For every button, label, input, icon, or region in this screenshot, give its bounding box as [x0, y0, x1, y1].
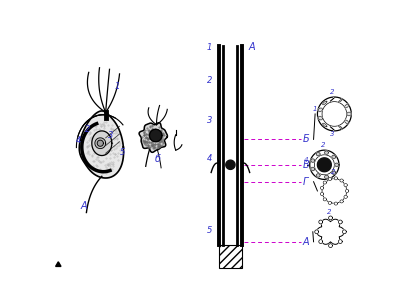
Text: Б: Б	[303, 135, 310, 144]
Text: 1: 1	[114, 82, 120, 91]
Polygon shape	[328, 177, 332, 180]
Polygon shape	[332, 171, 336, 174]
Text: А: А	[248, 42, 255, 52]
Text: А: А	[80, 201, 87, 211]
Polygon shape	[79, 111, 124, 178]
Text: 3: 3	[330, 131, 334, 136]
Polygon shape	[311, 167, 315, 171]
Polygon shape	[340, 179, 343, 182]
Polygon shape	[320, 186, 324, 189]
Text: 4: 4	[304, 157, 308, 163]
Polygon shape	[323, 123, 327, 127]
Polygon shape	[320, 192, 324, 196]
Text: В: В	[303, 160, 310, 170]
Text: 1: 1	[206, 43, 212, 52]
Polygon shape	[97, 140, 103, 146]
Polygon shape	[338, 220, 342, 224]
Polygon shape	[56, 262, 61, 266]
Polygon shape	[317, 219, 344, 244]
Polygon shape	[92, 131, 112, 156]
Text: 4: 4	[206, 154, 212, 163]
Text: 2: 2	[331, 169, 336, 175]
Text: 5: 5	[206, 226, 212, 235]
Polygon shape	[342, 230, 346, 234]
Polygon shape	[329, 216, 332, 220]
Polygon shape	[338, 240, 342, 244]
Polygon shape	[226, 160, 235, 169]
Text: 3: 3	[108, 131, 113, 140]
Polygon shape	[310, 150, 339, 179]
Polygon shape	[332, 155, 336, 159]
Polygon shape	[324, 175, 328, 179]
Text: А: А	[303, 237, 310, 247]
Polygon shape	[316, 152, 320, 156]
Polygon shape	[323, 101, 327, 105]
Text: 1: 1	[313, 106, 317, 112]
Polygon shape	[330, 127, 334, 130]
Polygon shape	[338, 99, 342, 103]
Polygon shape	[323, 198, 326, 201]
Polygon shape	[139, 123, 168, 152]
Polygon shape	[311, 159, 315, 162]
Polygon shape	[95, 138, 106, 148]
Polygon shape	[318, 108, 322, 112]
Polygon shape	[338, 125, 342, 129]
Polygon shape	[150, 129, 162, 142]
Polygon shape	[328, 201, 332, 205]
Polygon shape	[318, 158, 331, 172]
Text: 2: 2	[321, 142, 326, 148]
Text: Г: Г	[303, 177, 308, 187]
Text: б: б	[155, 154, 161, 164]
Polygon shape	[334, 177, 338, 180]
Text: 2: 2	[328, 209, 332, 215]
Polygon shape	[329, 244, 332, 248]
Polygon shape	[323, 181, 326, 184]
Polygon shape	[344, 184, 347, 187]
Polygon shape	[344, 120, 349, 124]
Polygon shape	[340, 200, 343, 203]
Polygon shape	[318, 116, 322, 120]
Text: 2: 2	[85, 125, 90, 134]
Polygon shape	[319, 240, 323, 244]
Polygon shape	[318, 97, 351, 131]
Text: 4: 4	[76, 136, 81, 145]
Polygon shape	[344, 195, 347, 198]
Text: 3: 3	[206, 116, 212, 125]
Polygon shape	[334, 202, 338, 205]
Bar	[219, 245, 242, 268]
Polygon shape	[324, 151, 328, 154]
Polygon shape	[322, 179, 347, 203]
Polygon shape	[315, 230, 318, 234]
Polygon shape	[344, 104, 349, 108]
Text: 5: 5	[120, 148, 125, 157]
Text: 2: 2	[206, 76, 212, 85]
Polygon shape	[330, 98, 334, 101]
Text: 2: 2	[330, 89, 334, 95]
Polygon shape	[347, 112, 351, 116]
Polygon shape	[335, 163, 338, 166]
Polygon shape	[345, 189, 349, 192]
Polygon shape	[316, 174, 320, 177]
Polygon shape	[319, 220, 323, 224]
